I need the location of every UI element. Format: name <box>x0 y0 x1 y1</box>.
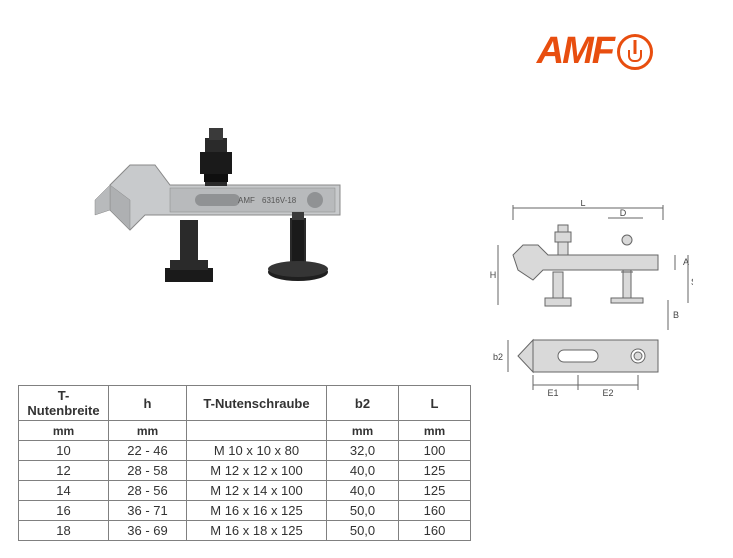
table-cell: M 12 x 12 x 100 <box>187 461 327 481</box>
product-image: AMF 6316V-18 <box>60 100 390 310</box>
unit-cell: mm <box>399 421 471 441</box>
table-cell: M 12 x 14 x 100 <box>187 481 327 501</box>
table-cell: 32,0 <box>327 441 399 461</box>
table-cell: M 10 x 10 x 80 <box>187 441 327 461</box>
col-header: T-Nutenschraube <box>187 386 327 421</box>
dim-label-e2: E2 <box>602 388 613 398</box>
table-header-row: T-Nutenbreite h T-Nutenschraube b2 L <box>19 386 471 421</box>
unit-cell: mm <box>19 421 109 441</box>
table-unit-row: mm mm mm mm <box>19 421 471 441</box>
table-cell: 160 <box>399 501 471 521</box>
col-header: T-Nutenbreite <box>19 386 109 421</box>
table-cell: 22 - 46 <box>109 441 187 461</box>
technical-drawing: L D H A S B b2 <box>483 200 693 400</box>
logo-icon <box>617 34 653 70</box>
product-brand-mark: AMF <box>238 196 255 205</box>
product-model: 6316V-18 <box>262 196 297 205</box>
table-cell: 40,0 <box>327 481 399 501</box>
table-cell: 10 <box>19 441 109 461</box>
table-cell: M 16 x 18 x 125 <box>187 521 327 541</box>
table-cell: 100 <box>399 441 471 461</box>
unit-cell <box>187 421 327 441</box>
dim-label-d: D <box>620 208 627 218</box>
dim-label-b: B <box>673 310 679 320</box>
table-row: 1636 - 71M 16 x 16 x 12550,0160 <box>19 501 471 521</box>
table-cell: 50,0 <box>327 501 399 521</box>
table-cell: M 16 x 16 x 125 <box>187 501 327 521</box>
spec-table: T-Nutenbreite h T-Nutenschraube b2 L mm … <box>18 385 471 541</box>
dim-label-s: S <box>691 277 693 287</box>
dim-label-b2: b2 <box>493 352 503 362</box>
table-cell: 14 <box>19 481 109 501</box>
table-cell: 18 <box>19 521 109 541</box>
logo-text: AMF <box>537 30 613 73</box>
unit-cell: mm <box>109 421 187 441</box>
table-cell: 28 - 56 <box>109 481 187 501</box>
table-body: 1022 - 46M 10 x 10 x 8032,01001228 - 58M… <box>19 441 471 541</box>
table-cell: 40,0 <box>327 461 399 481</box>
dim-label-h: H <box>490 270 497 280</box>
table-cell: 160 <box>399 521 471 541</box>
table-cell: 36 - 69 <box>109 521 187 541</box>
unit-cell: mm <box>327 421 399 441</box>
dim-label-l: L <box>580 200 585 208</box>
table-cell: 28 - 58 <box>109 461 187 481</box>
table-row: 1428 - 56M 12 x 14 x 10040,0125 <box>19 481 471 501</box>
table-cell: 16 <box>19 501 109 521</box>
table-row: 1836 - 69M 16 x 18 x 12550,0160 <box>19 521 471 541</box>
table-cell: 125 <box>399 461 471 481</box>
dim-label-e1: E1 <box>547 388 558 398</box>
table-cell: 12 <box>19 461 109 481</box>
col-header: L <box>399 386 471 421</box>
table-row: 1228 - 58M 12 x 12 x 10040,0125 <box>19 461 471 481</box>
table-row: 1022 - 46M 10 x 10 x 8032,0100 <box>19 441 471 461</box>
col-header: h <box>109 386 187 421</box>
col-header: b2 <box>327 386 399 421</box>
brand-logo: AMF <box>537 30 653 73</box>
table-cell: 50,0 <box>327 521 399 541</box>
table-cell: 36 - 71 <box>109 501 187 521</box>
table-cell: 125 <box>399 481 471 501</box>
